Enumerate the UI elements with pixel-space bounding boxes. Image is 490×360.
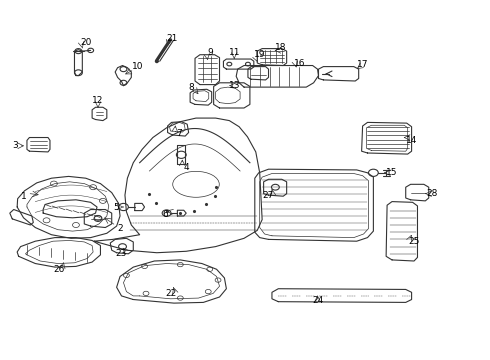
Text: 16: 16 <box>294 58 306 68</box>
Text: 13: 13 <box>228 81 240 90</box>
Text: 19: 19 <box>254 50 266 59</box>
Text: 14: 14 <box>406 136 417 145</box>
Text: 24: 24 <box>312 296 323 305</box>
Text: 21: 21 <box>167 34 178 43</box>
Text: 7: 7 <box>176 129 182 138</box>
Text: 11: 11 <box>228 48 240 57</box>
Text: 6: 6 <box>163 210 169 219</box>
Text: 3: 3 <box>12 141 18 150</box>
Text: 17: 17 <box>357 60 368 69</box>
Text: 5: 5 <box>114 202 120 211</box>
Text: 4: 4 <box>183 163 189 172</box>
Text: 12: 12 <box>92 96 104 105</box>
Text: 23: 23 <box>116 249 127 258</box>
Text: 9: 9 <box>208 48 214 57</box>
Text: 10: 10 <box>132 62 144 71</box>
Text: 15: 15 <box>386 168 398 177</box>
Text: 27: 27 <box>263 191 274 199</box>
Text: 18: 18 <box>274 43 286 52</box>
Text: 26: 26 <box>53 265 65 274</box>
Text: 28: 28 <box>426 189 438 198</box>
Text: 20: 20 <box>80 38 92 47</box>
Text: 1: 1 <box>21 192 26 201</box>
Text: 8: 8 <box>188 83 194 91</box>
Text: 22: 22 <box>165 289 176 298</box>
Text: 25: 25 <box>408 237 420 246</box>
Text: 2: 2 <box>117 224 123 233</box>
